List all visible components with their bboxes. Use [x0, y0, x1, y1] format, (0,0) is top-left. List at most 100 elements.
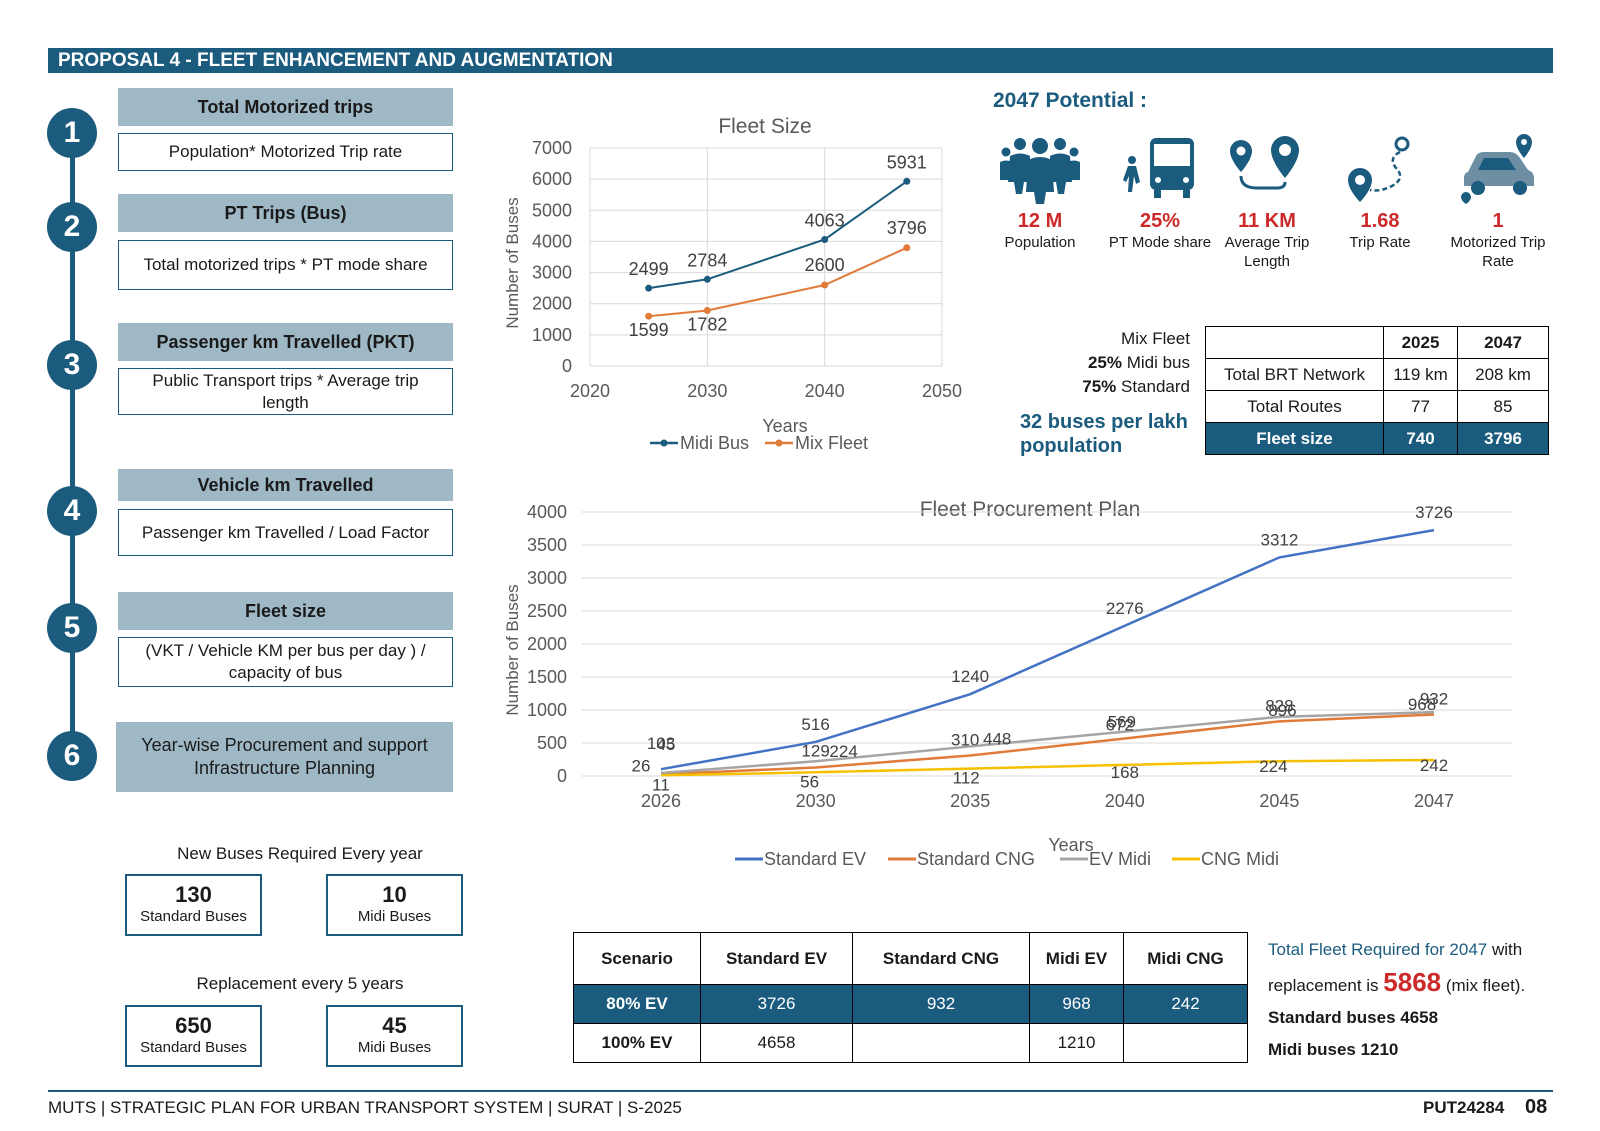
x-tick-label: 2045 — [1259, 791, 1299, 811]
legend-label: Midi Bus — [680, 433, 749, 453]
standard-buses-total: Standard buses 4658 — [1268, 1008, 1439, 1027]
data-label: 3726 — [1415, 503, 1453, 522]
trip-rate-label: Trip Rate — [1349, 234, 1411, 251]
legend-marker — [775, 439, 783, 447]
x-axis-label: Years — [1048, 835, 1093, 855]
table-cell: 100% EV — [573, 1023, 701, 1063]
table-row: 80% EV 3726 932 968 242 — [573, 984, 1248, 1024]
y-tick-label: 7000 — [532, 138, 572, 158]
data-label: 45 — [657, 735, 676, 754]
mix-fleet-title: Mix Fleet — [1121, 329, 1190, 348]
table-row: Total BRT Network 119 km 208 km — [1205, 358, 1549, 391]
data-label: 3796 — [887, 218, 927, 238]
y-axis-label: Number of Buses — [503, 584, 522, 715]
legend-label: CNG Midi — [1201, 849, 1279, 869]
data-label: 448 — [983, 729, 1011, 748]
step-3-heading: Passenger km Travelled (PKT) — [118, 323, 453, 361]
replacement-standard-count: 650 — [175, 1013, 212, 1038]
trip-length-label: Average Trip Length — [1224, 234, 1310, 270]
replacement-midi-box: 45 Midi Buses — [326, 1005, 463, 1067]
trip-rate-value: 1.68 — [1360, 210, 1400, 232]
data-label: 224 — [829, 742, 857, 761]
table-header-cell: 2047 — [1457, 326, 1549, 359]
table-cell: 77 — [1383, 390, 1458, 423]
mix-fleet-text: Mix Fleet 25% Midi bus 75% Standard — [1040, 327, 1190, 399]
data-point — [703, 307, 711, 315]
footer-divider — [48, 1090, 1553, 1092]
x-tick-label: 2030 — [796, 791, 836, 811]
data-label: 896 — [1268, 701, 1296, 720]
table-cell: 3726 — [700, 984, 853, 1024]
x-tick-label: 2050 — [922, 381, 962, 401]
x-tick-label: 2020 — [570, 381, 610, 401]
y-tick-label: 3500 — [527, 535, 567, 555]
mix-fleet-midi: 25% Midi bus — [1087, 353, 1190, 372]
data-label: 2784 — [687, 250, 727, 270]
motorized-rate-label: Motorized Trip Rate — [1450, 234, 1546, 270]
legend-label: Mix Fleet — [795, 433, 868, 453]
table-header-row: 2025 2047 — [1205, 326, 1549, 359]
new-midi-buses-box: 10 Midi Buses — [326, 874, 463, 936]
new-standard-label: Standard Buses — [140, 908, 247, 925]
series-line — [660, 710, 1435, 775]
table-cell: 932 — [852, 984, 1030, 1024]
replacement-standard-label: Standard Buses — [140, 1039, 247, 1056]
data-label: 168 — [1111, 763, 1139, 782]
footer-text: MUTS | STRATEGIC PLAN FOR URBAN TRANSPOR… — [48, 1098, 682, 1117]
page-number: 08 — [1525, 1096, 1548, 1118]
y-tick-label: 4000 — [527, 502, 567, 522]
data-label: 5931 — [887, 152, 927, 172]
replacement-midi-label: Midi Buses — [357, 1039, 432, 1056]
table-cell: Total Routes — [1205, 390, 1384, 423]
data-label: 2499 — [629, 259, 669, 279]
data-point — [645, 284, 653, 292]
data-label: 828 — [1265, 696, 1293, 715]
x-axis-label: Years — [762, 416, 807, 436]
new-standard-buses-box: 130 Standard Buses — [125, 874, 262, 936]
y-tick-label: 1000 — [532, 325, 572, 345]
table-cell: 3796 — [1457, 422, 1549, 455]
y-tick-label: 2500 — [527, 601, 567, 621]
step-1-heading: Total Motorized trips — [118, 88, 453, 126]
fleet-size-chart: Fleet Size 0 1000 2000 3000 4000 5000 6000 7000… — [503, 115, 962, 453]
population-label: Population — [1004, 234, 1076, 251]
y-tick-label: 3000 — [527, 568, 567, 588]
replacement-midi-count: 45 — [382, 1013, 407, 1038]
data-label: 2600 — [805, 255, 845, 275]
new-buses-title: New Buses Required Every year — [177, 844, 423, 863]
table-cell: 1210 — [1029, 1023, 1124, 1063]
step-5-heading: Fleet size — [118, 592, 453, 630]
potential-motorized-rate: 1 Motorized Trip Rate — [1443, 132, 1553, 271]
trip-length-value: 11 KM — [1238, 210, 1296, 232]
data-label: 932 — [1420, 689, 1448, 708]
data-point — [821, 281, 829, 289]
step-number-6: 6 — [47, 731, 97, 781]
y-tick-label: 1500 — [527, 667, 567, 687]
series-line — [660, 528, 1435, 771]
table-header-cell: Standard EV — [700, 932, 853, 985]
route-icon — [1348, 136, 1410, 202]
step-4-heading: Vehicle km Travelled — [118, 469, 453, 501]
step-3-formula: Public Transport trips * Average trip le… — [118, 368, 453, 415]
chart-title: Fleet Size — [718, 115, 811, 138]
replacement-title: Replacement every 5 years — [196, 974, 404, 993]
table-cell: 968 — [1029, 984, 1124, 1024]
scenario-table: Scenario Standard EV Standard CNG Midi E… — [573, 932, 1248, 1063]
step-5-formula: (VKT / Vehicle KM per bus per day ) / ca… — [118, 637, 453, 687]
data-label: 672 — [1106, 716, 1134, 735]
table-cell: 4658 — [700, 1023, 853, 1063]
y-tick-label: 5000 — [532, 200, 572, 220]
motorized-rate-value: 1 — [1492, 210, 1504, 232]
bus-icon — [1123, 138, 1194, 198]
potential-trip-rate: 1.68 Trip Rate — [1330, 132, 1430, 252]
table-header-cell: Scenario — [573, 932, 701, 985]
y-tick-label: 4000 — [532, 231, 572, 251]
data-label: 569 — [1108, 712, 1136, 731]
x-tick-label: 2047 — [1414, 791, 1454, 811]
total-fleet-note: Total Fleet Required for 2047 with repla… — [1268, 934, 1568, 1066]
x-tick-label: 2040 — [805, 381, 845, 401]
data-label: 968 — [1408, 695, 1436, 714]
page-banner: PROPOSAL 4 - FLEET ENHANCEMENT AND AUGME… — [48, 48, 1553, 73]
table-cell — [852, 1023, 1030, 1063]
table-cell: 85 — [1457, 390, 1549, 423]
